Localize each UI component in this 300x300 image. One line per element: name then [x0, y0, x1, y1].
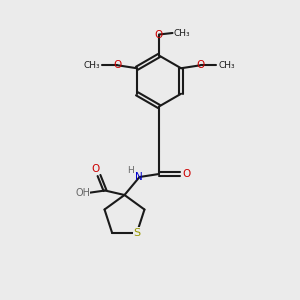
Text: CH₃: CH₃: [218, 61, 235, 70]
Text: O: O: [182, 169, 191, 179]
Text: OH: OH: [75, 188, 90, 199]
Text: H: H: [127, 167, 134, 176]
Text: O: O: [91, 164, 100, 174]
Text: O: O: [154, 29, 163, 40]
Text: O: O: [196, 60, 205, 70]
Text: CH₃: CH₃: [84, 61, 100, 70]
Text: N: N: [135, 172, 143, 182]
Text: CH₃: CH₃: [174, 28, 190, 38]
Text: S: S: [133, 228, 140, 238]
Text: O: O: [113, 60, 122, 70]
